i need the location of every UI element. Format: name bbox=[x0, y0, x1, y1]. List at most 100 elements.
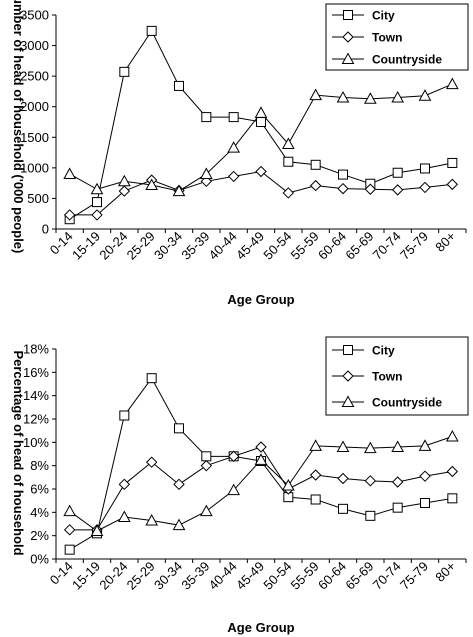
chart2-legend-marker-town bbox=[342, 370, 354, 382]
chart2-x-tick-label: 50-54 bbox=[260, 559, 294, 593]
chart2-point-countryside bbox=[254, 453, 268, 465]
chart2-y-tick-label: 10% bbox=[23, 435, 49, 450]
chart1-x-tick-label: 20-24 bbox=[96, 229, 130, 263]
chart2-point-city bbox=[365, 510, 376, 521]
chart1-x-tick-label: 75-79 bbox=[397, 229, 431, 263]
chart2-point-countryside bbox=[309, 439, 323, 451]
chart2-y-tick-label: 12% bbox=[23, 412, 49, 427]
chart2-x-tick-label: 75-79 bbox=[397, 559, 431, 593]
chart1-point-town bbox=[227, 170, 240, 183]
chart1-point-countryside bbox=[418, 89, 432, 101]
chart1-point-city bbox=[420, 163, 430, 174]
chart1-point-town bbox=[282, 187, 295, 199]
chart1-point-countryside bbox=[172, 184, 186, 197]
chart2-x-axis-title: Age Group bbox=[227, 620, 294, 635]
chart2-point-countryside bbox=[172, 518, 186, 531]
chart2-point-town bbox=[227, 450, 240, 463]
chart2-point-countryside bbox=[227, 483, 241, 496]
chart1-point-city bbox=[201, 112, 212, 123]
chart1-point-countryside bbox=[117, 174, 131, 187]
chart1-point-countryside bbox=[445, 77, 459, 90]
chart2-point-town bbox=[173, 478, 185, 491]
chart1-x-tick-label: 25-29 bbox=[124, 229, 158, 263]
chart1-point-city bbox=[283, 156, 294, 167]
chart1-point-countryside bbox=[227, 141, 241, 153]
chart2-point-city bbox=[392, 502, 403, 513]
chart2-y-tick-label: 6% bbox=[30, 482, 49, 497]
chart2-point-city bbox=[420, 498, 430, 508]
chart2-point-town bbox=[337, 472, 349, 485]
chart2-point-countryside bbox=[90, 524, 104, 536]
chart2-x-tick-label: 55-59 bbox=[288, 559, 322, 593]
chart2-point-countryside bbox=[445, 429, 459, 442]
chart1-point-countryside bbox=[391, 91, 405, 103]
chart1-point-city bbox=[146, 25, 157, 36]
chart1-point-countryside bbox=[309, 88, 323, 101]
chart2-point-countryside bbox=[63, 504, 77, 517]
chart2-y-tick-label: 18% bbox=[23, 342, 49, 357]
chart2-y-tick-label: 16% bbox=[23, 365, 49, 380]
chart2-point-town bbox=[145, 456, 158, 468]
chart2-x-tick-label: 60-64 bbox=[315, 559, 349, 593]
chart1-legend-label-city: City bbox=[372, 9, 395, 23]
chart1-point-town bbox=[91, 209, 103, 221]
chart1-x-tick-label: 35-39 bbox=[178, 229, 212, 263]
chart2-point-city bbox=[146, 373, 157, 384]
chart1-point-countryside bbox=[363, 92, 377, 104]
chart1-point-city bbox=[392, 167, 403, 178]
chart1-legend-marker-city bbox=[343, 10, 353, 20]
chart1-y-tick-label: 3500 bbox=[20, 8, 49, 23]
chart1-point-countryside bbox=[254, 106, 268, 118]
chart1-point-town bbox=[419, 181, 431, 194]
chart2-point-countryside bbox=[199, 504, 213, 517]
chart1-point-city bbox=[310, 159, 321, 170]
chart2-point-city bbox=[64, 544, 75, 555]
chart1-point-countryside bbox=[336, 91, 350, 103]
chart1-point-city bbox=[119, 66, 130, 77]
chart1-x-tick-label: 50-54 bbox=[260, 229, 294, 263]
chart1-point-city bbox=[256, 117, 266, 127]
chart2-point-countryside bbox=[281, 478, 295, 491]
chart2-point-city bbox=[174, 423, 184, 434]
chart1-x-tick-label: 45-49 bbox=[233, 229, 267, 263]
chart1-y-axis-title: Number of head of household ('000 people… bbox=[11, 0, 26, 253]
chart1-point-city bbox=[338, 169, 348, 180]
chart1-point-city bbox=[174, 80, 184, 91]
chart2-point-town bbox=[118, 478, 131, 491]
chart2-y-tick-label: 4% bbox=[30, 505, 49, 520]
chart2-x-tick-label: 35-39 bbox=[178, 559, 212, 593]
chart1-y-tick-label: 1000 bbox=[20, 160, 49, 175]
chart2-point-city bbox=[201, 451, 212, 462]
chart2-point-town bbox=[200, 459, 213, 472]
chart2-x-tick-label: 20-24 bbox=[96, 559, 130, 593]
chart2-x-tick-label: 80+ bbox=[432, 559, 458, 585]
chart2-x-tick-label: 15-19 bbox=[69, 559, 103, 593]
chart2-point-countryside bbox=[391, 440, 405, 452]
chart2-legend-label-countryside: Countryside bbox=[372, 396, 442, 410]
chart1-y-tick-label: 500 bbox=[27, 191, 49, 206]
chart1-point-countryside bbox=[199, 167, 213, 179]
chart2-point-city bbox=[310, 494, 321, 505]
chart2-x-tick-label: 45-49 bbox=[233, 559, 267, 593]
chart2-point-city bbox=[447, 493, 458, 504]
chart1-legend-marker-countryside bbox=[341, 52, 355, 64]
chart1-x-tick-label: 65-69 bbox=[342, 229, 376, 263]
chart2-x-tick-label: 40-44 bbox=[206, 559, 240, 593]
chart2-point-countryside bbox=[418, 439, 432, 451]
chart2-x-tick-label: 25-29 bbox=[124, 559, 158, 593]
chart1-x-tick-label: 15-19 bbox=[69, 229, 103, 263]
chart1-point-countryside bbox=[90, 182, 104, 195]
chart1-x-tick-label: 30-34 bbox=[151, 229, 185, 263]
chart2-y-axis-title: Percentage of head of household bbox=[11, 350, 26, 555]
chart1-point-town bbox=[337, 182, 349, 195]
chart2-point-town bbox=[309, 469, 322, 481]
chart2-point-town bbox=[446, 465, 459, 478]
chart1-point-town bbox=[309, 179, 322, 192]
chart2-point-town bbox=[63, 524, 76, 536]
chart1-y-tick-label: 1500 bbox=[20, 130, 49, 145]
chart2-x-tick-label: 70-74 bbox=[370, 559, 404, 593]
chart1-y-tick-label: 2000 bbox=[20, 99, 49, 114]
chart2-legend-label-town: Town bbox=[372, 370, 402, 384]
chart1-legend-label-countryside: Countryside bbox=[372, 53, 442, 67]
